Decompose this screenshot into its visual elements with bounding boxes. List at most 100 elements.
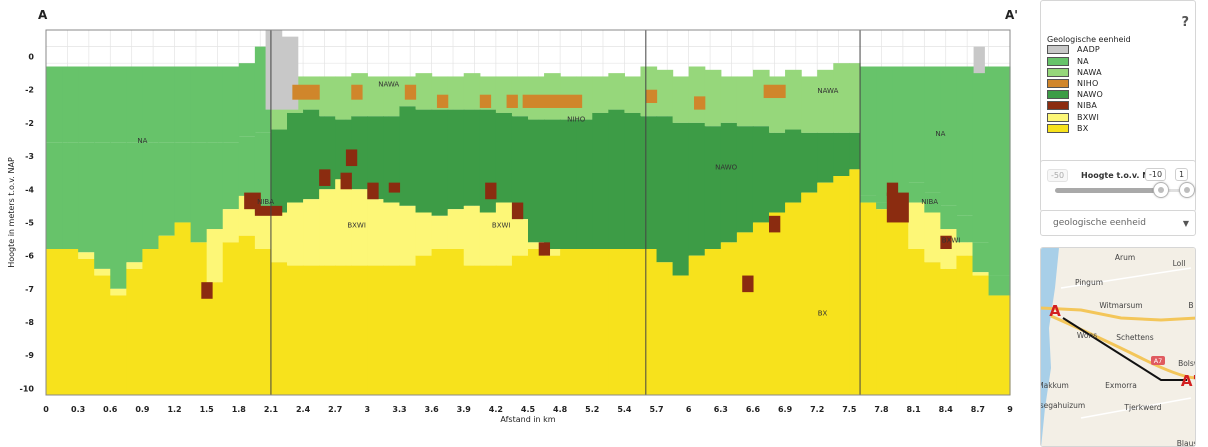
x-tick-label: 0.3 (71, 405, 85, 414)
layer-niho (763, 84, 786, 99)
region-label-nawa: NAWA (378, 80, 399, 88)
layer-nawo (174, 142, 192, 223)
layer-bxwi (415, 212, 433, 256)
legend-label: NAWA (1077, 67, 1102, 77)
layer-bxwi (351, 189, 368, 266)
layer-bx (46, 249, 63, 395)
slider-handle-low[interactable] (1153, 182, 1169, 198)
legend-label: AADP (1077, 45, 1100, 55)
legend-panel: ? Geologische eenheid AADP NA NAWA NIHO NAWO… (1040, 0, 1196, 178)
layer-niba (201, 282, 213, 299)
layer-niba (485, 182, 497, 200)
layer-nawa (335, 76, 352, 120)
x-tick-label: 1.5 (200, 405, 215, 414)
y-axis-label: Hoogte in meters t.o.v. NAP (7, 157, 16, 268)
y-tick-label: -9 (25, 351, 34, 360)
layer-bx (656, 262, 674, 395)
layer-nawo (528, 119, 545, 243)
layer-nawo (988, 275, 1011, 296)
x-tick-label: 4.2 (489, 405, 503, 414)
layer-bxwi (254, 212, 272, 249)
help-icon[interactable]: ? (1181, 15, 1189, 30)
road-badge-label: A7 (1154, 357, 1163, 365)
layer-na (206, 66, 224, 143)
layer-bx (174, 222, 192, 395)
layer-bxwi (956, 242, 974, 256)
legend-item-nawo: NAWO (1047, 89, 1189, 100)
legend-swatch (1047, 45, 1069, 55)
layer-bxwi (908, 202, 925, 249)
layer-nawa (576, 76, 593, 120)
layer-bx (78, 258, 95, 395)
layer-bxwi (222, 209, 240, 243)
layer-bx (222, 242, 240, 395)
legend-swatch (1047, 112, 1069, 122)
layer-bx (576, 249, 593, 395)
layer-bxwi (544, 249, 561, 256)
layer-nawo (592, 112, 609, 249)
layer-bx (801, 192, 818, 395)
layer-na (142, 66, 160, 143)
layer-na (126, 66, 143, 143)
layer-niba (319, 169, 331, 186)
layer-nawo (833, 132, 850, 176)
x-tick-label: 8.7 (971, 405, 985, 414)
slider-handle-high[interactable] (1179, 182, 1195, 198)
legend-label: NIBA (1077, 101, 1098, 111)
layer-nawo (399, 106, 417, 206)
layer-bxwi (924, 212, 941, 263)
layer-nawa (592, 76, 609, 113)
legend-label: BXWI (1077, 112, 1100, 122)
layer-nawo (190, 142, 208, 243)
layer-bxwi (479, 212, 497, 266)
height-high-input[interactable]: 1 (1175, 168, 1189, 181)
y-tick-label: -4 (25, 185, 34, 194)
layer-nawo (860, 195, 877, 203)
layer-bxwi (367, 199, 384, 266)
layer-nawa (720, 76, 738, 123)
layer-nawo (801, 132, 818, 193)
map-place-label: Tjerkwerd (1123, 403, 1161, 412)
map-place-label: Arum (1115, 253, 1135, 262)
map-place-label: Bolsw (1178, 359, 1196, 368)
y-tick-label: -2 (25, 119, 34, 128)
x-tick-label: 7.8 (874, 405, 889, 414)
y-tick-label: 0 (28, 53, 34, 62)
x-tick-label: 7.5 (842, 405, 857, 414)
layer-nawo (303, 109, 320, 200)
region-label-na: NA (935, 130, 945, 138)
legend-swatch (1047, 123, 1069, 133)
map-svg: Arum Loll Pingum Witmarsum Wons Schettens Bols… (1041, 248, 1196, 446)
layer-bxwi (511, 219, 529, 256)
layer-bx (528, 249, 545, 395)
layer-bx (688, 255, 706, 395)
height-low-input[interactable]: -10 (1145, 168, 1167, 181)
layer-bx (399, 265, 417, 395)
layer-bx (940, 268, 958, 395)
layer-na (972, 66, 990, 243)
layer-bx (495, 265, 513, 395)
layer-nawo (688, 122, 706, 256)
x-tick-label: 8.1 (907, 405, 922, 414)
map-place-label: Schettens (1116, 333, 1154, 342)
layer-nawo (608, 109, 625, 250)
layer-select[interactable]: geologische eenheid ▼ (1040, 210, 1196, 236)
layer-nawo (624, 112, 642, 249)
layer-bxwi (270, 212, 288, 263)
layer-nawo (940, 205, 958, 230)
sea-area (1041, 248, 1059, 446)
layer-nawa (367, 76, 384, 117)
legend-label: BX (1077, 123, 1089, 133)
map-marker-end: A' (1181, 372, 1196, 390)
layer-bxwi (110, 288, 127, 296)
layer-nawa (688, 66, 706, 123)
x-tick-label: 5.2 (585, 405, 599, 414)
legend-swatch (1047, 78, 1069, 88)
layer-bx (142, 249, 160, 395)
location-map[interactable]: Arum Loll Pingum Witmarsum Wons Schettens Bols… (1040, 247, 1196, 447)
region-label-niba: NIBA (257, 198, 274, 206)
region-label-bxwi: BXWI (942, 236, 961, 244)
height-slider-track[interactable] (1055, 188, 1163, 193)
x-axis-label: Afstand in km (500, 415, 555, 424)
layer-bx (672, 275, 690, 395)
